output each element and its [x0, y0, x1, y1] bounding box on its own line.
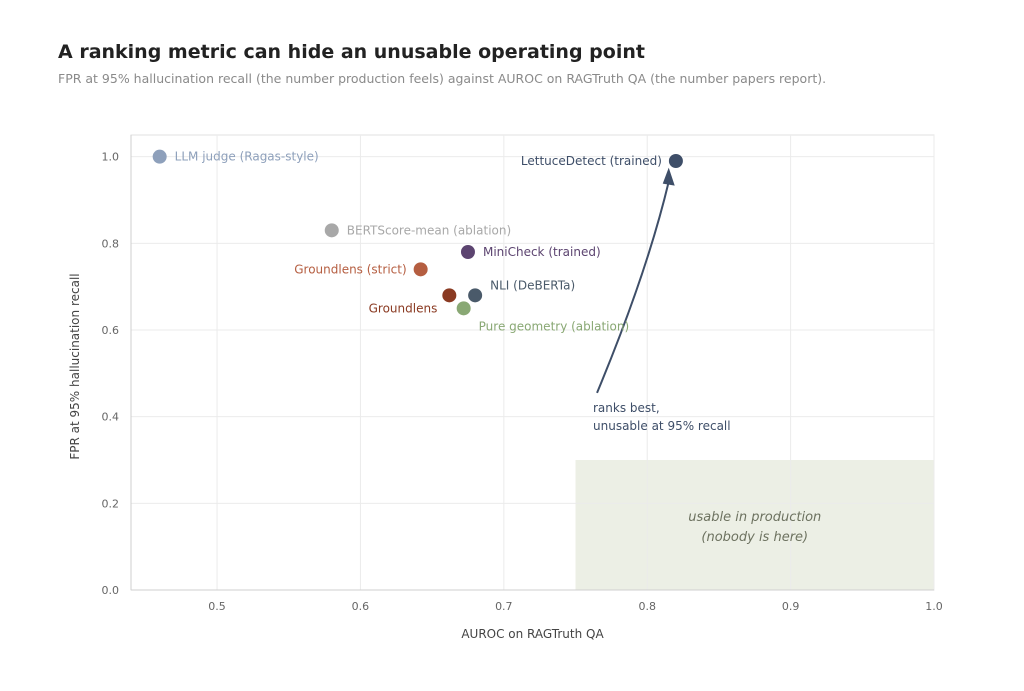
data-point	[460, 245, 475, 259]
data-point	[442, 288, 457, 303]
annotation-arrowhead	[662, 167, 675, 186]
x-tick-label: 0.9	[782, 600, 800, 613]
data-point	[152, 149, 167, 164]
data-point-label: LLM judge (Ragas-style)	[175, 150, 319, 164]
y-tick-label: 0.0	[102, 584, 120, 597]
y-tick-label: 0.6	[102, 324, 120, 337]
x-tick-label: 0.7	[495, 600, 513, 613]
region-label: (nobody is here)	[701, 530, 808, 545]
data-point	[324, 223, 339, 238]
data-point	[468, 288, 483, 303]
chart-subtitle: FPR at 95% hallucination recall (the num…	[58, 71, 827, 86]
data-point	[668, 154, 683, 168]
data-point-label: MiniCheck (trained)	[483, 245, 601, 259]
y-tick-label: 0.4	[102, 411, 120, 424]
data-point-label: Groundlens	[369, 301, 438, 315]
region-label: usable in production	[688, 510, 821, 525]
y-tick-label: 1.0	[102, 151, 120, 164]
x-axis-label: AUROC on RAGTruth QA	[461, 627, 604, 641]
x-tick-label: 1.0	[925, 600, 943, 613]
chart-title: A ranking metric can hide an unusable op…	[58, 41, 645, 63]
y-tick-label: 0.2	[102, 497, 120, 510]
data-point-label: LettuceDetect (trained)	[521, 154, 662, 168]
data-point-label: Groundlens (strict)	[294, 262, 406, 276]
annotation-text: unusable at 95% recall	[593, 419, 731, 433]
annotation-arrow	[596, 181, 670, 394]
annotation-text: ranks best,	[593, 401, 660, 415]
y-axis-label: FPR at 95% hallucination recall	[68, 273, 82, 459]
data-point-label: NLI (DeBERTa)	[490, 278, 575, 292]
x-tick-label: 0.5	[208, 600, 226, 613]
usable-region	[575, 460, 934, 590]
x-tick-label: 0.6	[352, 600, 370, 613]
data-point-label: Pure geometry (ablation)	[479, 319, 629, 333]
x-tick-label: 0.8	[638, 600, 656, 613]
data-point	[456, 301, 471, 316]
data-point	[413, 262, 428, 277]
y-tick-label: 0.8	[102, 237, 120, 250]
data-point-label: BERTScore-mean (ablation)	[347, 223, 511, 237]
